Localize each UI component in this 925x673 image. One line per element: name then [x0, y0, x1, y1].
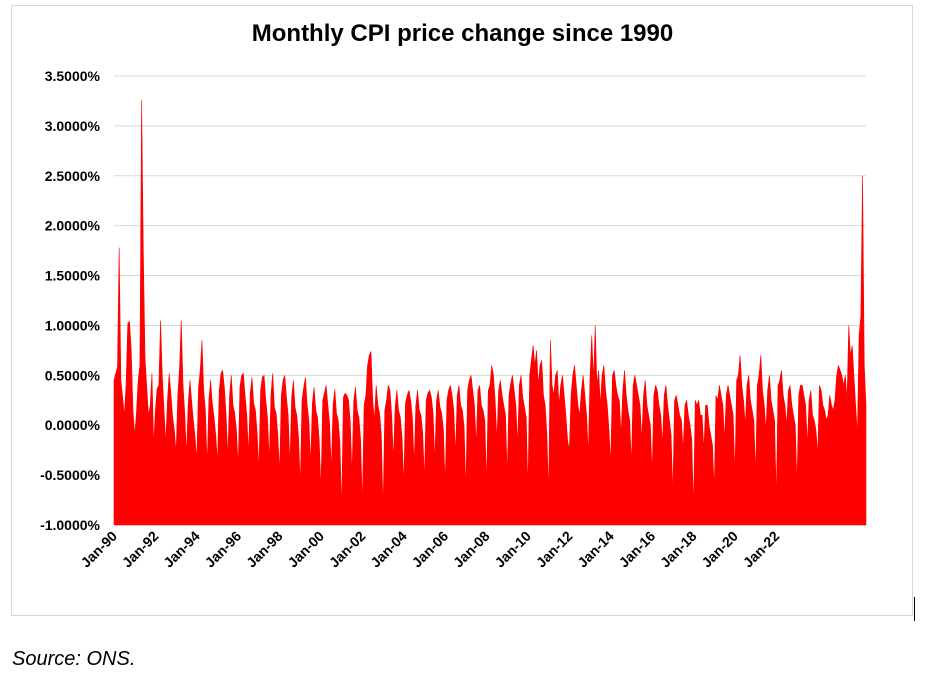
y-tick-label: -1.0000% [40, 517, 100, 533]
frame-edge-mark [914, 597, 915, 621]
x-tick-label: Jan-20 [698, 528, 741, 571]
x-tick-label: Jan-92 [119, 528, 162, 571]
x-tick-label: Jan-02 [326, 528, 369, 571]
y-tick-label: 3.5000% [45, 68, 101, 84]
y-tick-label: 2.0000% [45, 218, 101, 234]
chart-title: Monthly CPI price change since 1990 [251, 20, 674, 47]
source-note: Source: ONS. [12, 648, 136, 670]
x-tick-label: Jan-90 [77, 528, 120, 571]
x-tick-label: Jan-98 [243, 528, 286, 571]
series-area [113, 99, 867, 526]
x-tick-label: Jan-14 [574, 528, 617, 571]
y-tick-label: 1.0000% [45, 317, 101, 333]
x-tick-labels: Jan-90Jan-92Jan-94Jan-96Jan-98Jan-00Jan-… [77, 528, 782, 571]
x-tick-label: Jan-12 [533, 528, 576, 571]
x-tick-label: Jan-06 [409, 528, 452, 571]
y-tick-label: 2.5000% [45, 168, 101, 184]
y-tick-labels: -1.0000% -0.5000% 0.0000% 0.5000% 1.0000% 1.5… [40, 68, 100, 533]
cpi-area [113, 99, 867, 526]
y-tick-label: 0.5000% [45, 367, 101, 383]
y-tick-label: 3.0000% [45, 118, 101, 134]
y-tick-label: -0.5000% [40, 467, 100, 483]
x-tick-label: Jan-04 [367, 528, 410, 571]
y-tick-label: 1.5000% [45, 268, 101, 284]
x-tick-label: Jan-10 [491, 528, 534, 571]
x-tick-label: Jan-96 [202, 528, 245, 571]
x-tick-label: Jan-22 [740, 528, 783, 571]
y-tick-label: 0.0000% [45, 417, 101, 433]
x-tick-label: Jan-16 [616, 528, 659, 571]
x-tick-label: Jan-00 [284, 528, 327, 571]
x-tick-label: Jan-08 [450, 528, 493, 571]
x-tick-label: Jan-94 [160, 528, 203, 571]
x-tick-label: Jan-18 [657, 528, 700, 571]
